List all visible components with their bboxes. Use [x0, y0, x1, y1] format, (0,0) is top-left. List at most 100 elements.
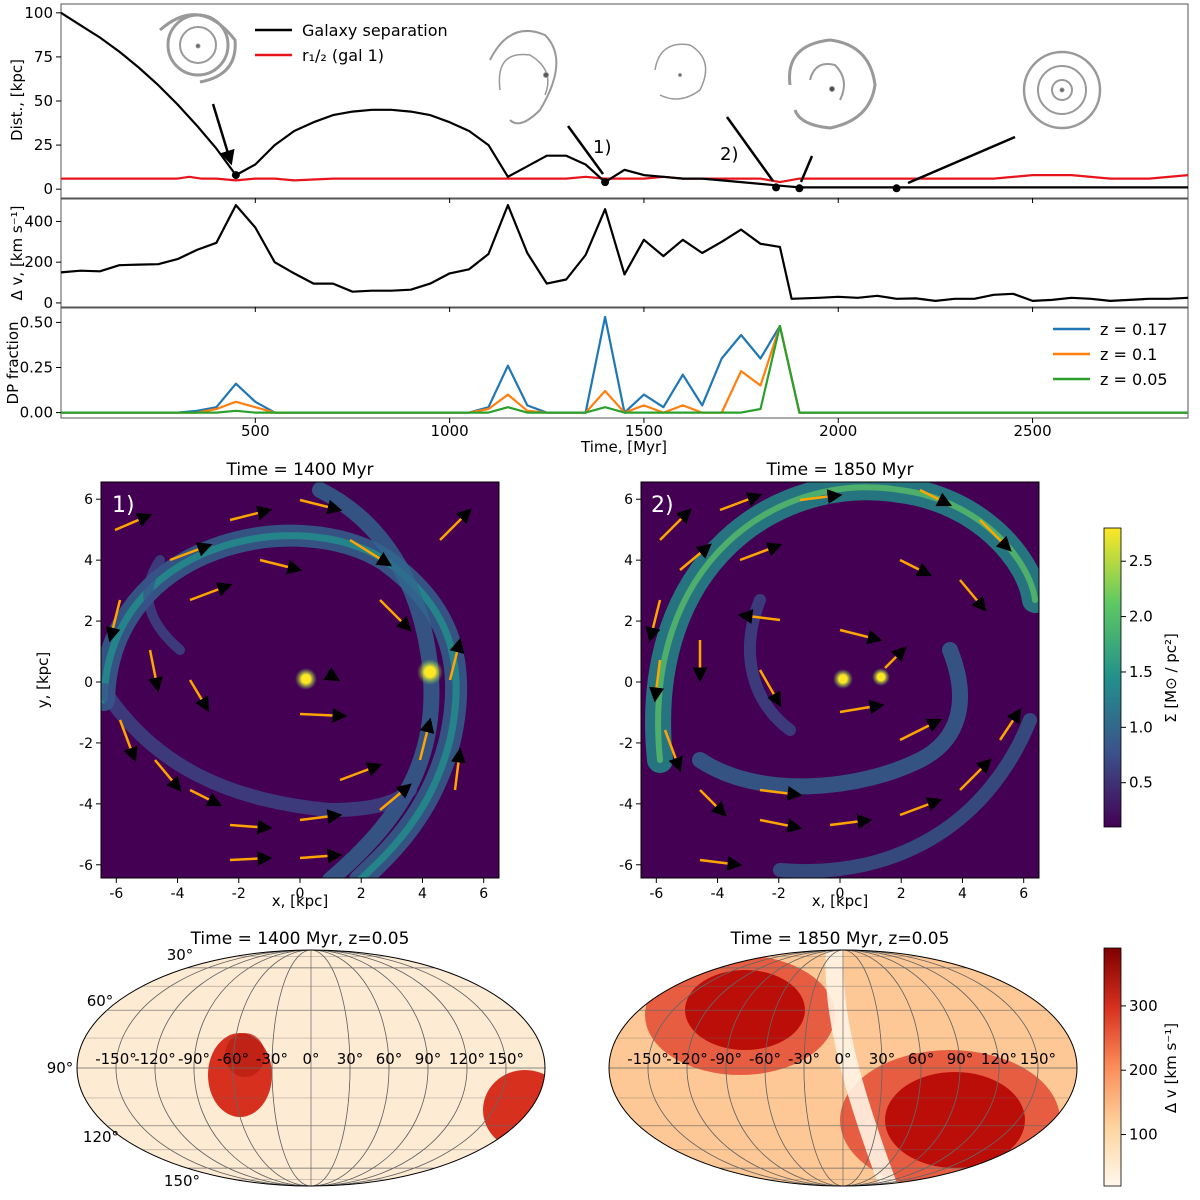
velocity-arrow [899, 718, 943, 742]
map-left-xlabel: x, [kpc] [272, 892, 329, 910]
sky-lat-label: 120° [83, 1128, 119, 1146]
distance-markers [231, 171, 901, 193]
map-xtick-label: -6 [109, 886, 123, 902]
velocity-arrow [188, 679, 210, 713]
sky-left-features [77, 950, 545, 1186]
colorbar-tick-label: 200 [1129, 1061, 1158, 1079]
sky-lon-label: 0° [302, 1050, 319, 1068]
separation-marker [601, 178, 610, 187]
velocity-arrow [118, 719, 138, 763]
distance-yticks: 0 25 50 75 100 [24, 4, 61, 198]
xtick-label: 1500 [625, 422, 663, 440]
map-ytick-label: 4 [84, 553, 93, 569]
ytick-label: 200 [24, 253, 53, 271]
velocity-arrow [154, 759, 182, 792]
velocity-arrow [699, 856, 743, 871]
velocity-arrow [299, 848, 343, 864]
map-ytick-label: 2 [624, 614, 633, 630]
sky-lon-label: 150° [488, 1050, 524, 1068]
sky-lon-label: 60° [908, 1050, 935, 1068]
map-ytick-label: -4 [79, 797, 93, 813]
colorbar-tick-label: 1.5 [1129, 663, 1153, 681]
velocity-arrow [839, 699, 885, 715]
map-right-ticks: -6 -6 -4 -4 -2 -2 0 0 2 2 4 4 6 6 [619, 492, 1028, 902]
velocity-arrow [758, 669, 782, 708]
map-left-panel-label: 1) [112, 493, 135, 518]
map-left-ylabel: y, [kpc] [34, 652, 52, 709]
galaxy-thumb-2 [489, 30, 558, 125]
annotation-2: 2) [720, 144, 738, 165]
velocity-yticks: 0 200 400 [24, 212, 61, 312]
map-left-velocity-arrows [105, 498, 472, 867]
colorbar-tick-label: 100 [1129, 1126, 1158, 1144]
velocity-arrow [679, 543, 712, 571]
thumbnail-pointers [211, 103, 1016, 185]
separation-marker [795, 184, 804, 193]
map-xtick-label: 6 [479, 886, 488, 902]
velocity-arrow [739, 542, 783, 562]
map-xtick-label: -6 [649, 886, 663, 902]
sky-lon-label: -30° [788, 1050, 820, 1068]
sky-lon-label: 90° [947, 1050, 974, 1068]
velocity-arrow [829, 814, 873, 829]
ytick-label: 50 [34, 92, 53, 110]
sky-lon-label: -120° [134, 1050, 176, 1068]
velocity-arrow [299, 498, 343, 515]
velocity-arrow [719, 492, 763, 512]
map-ytick-label: 6 [84, 492, 93, 508]
colorbar-tick-label: 300 [1129, 997, 1158, 1015]
sky-lat-label: 90° [47, 1059, 74, 1077]
separation-marker [231, 171, 240, 180]
legend-label-r-half: r₁/₂ (gal 1) [302, 46, 384, 65]
xtick-label: 2000 [819, 422, 857, 440]
density-colorbar-label: Σ [M⊙ / pc²] [1162, 633, 1180, 723]
sky-right-lon-labels: -150°-120° -90° -60° -30° 0° 30° 60° 90° 120° 150… [627, 1050, 1056, 1068]
colorbar-tick-label: 2.0 [1129, 608, 1153, 626]
colorbar-tick-label: 0.5 [1129, 774, 1153, 792]
sky-lon-label: 120° [981, 1050, 1017, 1068]
xtick-label: 1000 [431, 422, 469, 440]
annotation-1: 1) [593, 137, 611, 158]
map-left-source-2 [417, 659, 443, 685]
velocity-arrow [699, 789, 727, 817]
velocity-arrow [759, 818, 803, 833]
velocity-arrow [379, 783, 412, 811]
map-right-velocity-arrows [645, 488, 1022, 871]
map-xtick-label: -4 [171, 886, 185, 902]
sky-lon-label: 60° [376, 1050, 403, 1068]
sky-lat-label: 150° [164, 1172, 200, 1190]
distance-ylabel: Dist., [kpc] [8, 59, 26, 141]
sky-lon-label: -90° [710, 1050, 742, 1068]
sky-left-graticule [77, 950, 545, 1186]
map-ytick-label: 2 [84, 614, 93, 630]
distance-legend: Galaxy separation r₁/₂ (gal 1) [255, 21, 448, 65]
map-xtick-label: -2 [772, 886, 786, 902]
velocity-arrow [349, 538, 393, 567]
velocity-panel-frame [60, 198, 1189, 308]
sky-left-hotspot-2 [483, 1070, 545, 1150]
velocity-arrow [339, 762, 383, 782]
velocity-arrow [229, 505, 273, 522]
map-ytick-label: 0 [624, 675, 633, 691]
dp-legend: z = 0.17 z = 0.1 z = 0.05 [1053, 320, 1168, 389]
density-map-1400: Time = 1400 Myr [34, 460, 500, 910]
sky-lon-label: 150° [1020, 1050, 1056, 1068]
velocity-arrow [105, 599, 122, 643]
sky-lon-label: 120° [449, 1050, 485, 1068]
series-line-z-0-05 [61, 324, 1188, 414]
velocity-arrow [959, 758, 992, 791]
density-colorbar: 0.5 1.0 1.5 2.0 2.5 Σ [M⊙ / pc²] [1103, 527, 1180, 828]
xtick-label: 2500 [1013, 422, 1051, 440]
galaxy-thumbnails [159, 13, 1102, 130]
velocity-arrow [323, 667, 341, 682]
map-left-ticks: -6 -6 -4 -4 -2 -2 0 0 2 2 4 4 6 6 [79, 492, 488, 902]
galaxy-thumb-4 [788, 38, 877, 130]
sky-left-outline [76, 949, 546, 1187]
time-xlabel: Time, [Myr] [580, 438, 667, 456]
sky-lon-label: 0° [834, 1050, 851, 1068]
velocity-arrow [899, 558, 933, 577]
dp-series [61, 315, 1188, 414]
velocity-arrow [919, 488, 953, 507]
velocity-arrow [799, 489, 843, 504]
map-right-source-2 [872, 668, 890, 686]
